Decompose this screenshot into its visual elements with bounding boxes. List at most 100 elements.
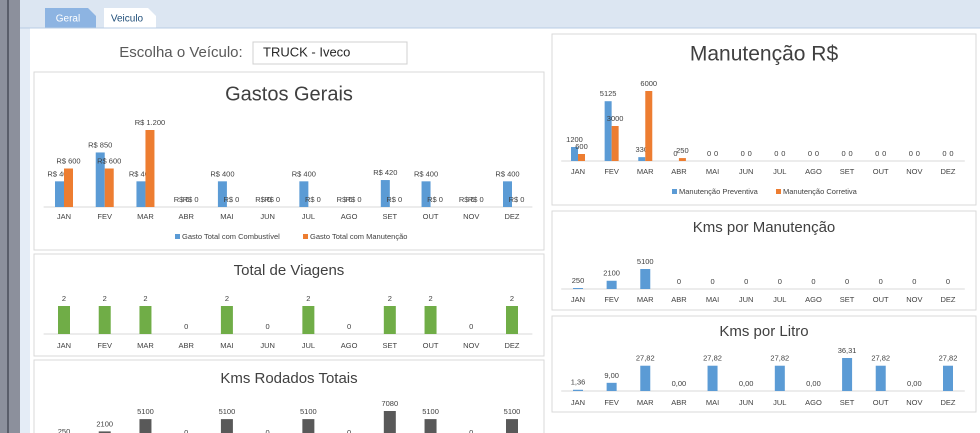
data-label: 0 (815, 149, 819, 158)
left-margin (20, 28, 30, 433)
selector-box[interactable] (252, 41, 408, 65)
data-label: 0 (942, 149, 946, 158)
x-tick-label: MAI (706, 295, 719, 304)
data-label: 2 (143, 294, 147, 303)
bar (220, 306, 233, 334)
data-label: 0 (469, 322, 473, 331)
x-tick-label: JUN (739, 167, 754, 176)
bar (98, 431, 111, 433)
chart-title: Gastos Gerais (225, 83, 353, 105)
data-label: 2 (428, 294, 432, 303)
data-label: 5100 (637, 257, 654, 266)
tab-label[interactable]: Veiculo (111, 14, 144, 25)
bar (64, 168, 73, 207)
x-tick-label: ABR (178, 212, 194, 221)
data-label: 0 (879, 277, 883, 286)
x-tick-label: FEV (97, 212, 112, 221)
data-label: R$ 0 (427, 195, 443, 204)
bar (606, 280, 617, 289)
x-tick-label: AGO (805, 295, 822, 304)
data-label: 0 (748, 149, 752, 158)
data-label: 250 (58, 427, 71, 433)
data-label: 0,00 (672, 379, 687, 388)
legend-label: Gasto Total com Manutenção (310, 232, 407, 241)
selector-value[interactable]: TRUCK - Iveco (263, 44, 350, 59)
x-tick-label: SET (840, 398, 855, 407)
data-label: R$ 400 (414, 169, 438, 178)
data-label: 0 (744, 277, 748, 286)
chart-title: Kms por Litro (719, 323, 808, 340)
panel (33, 359, 545, 433)
bar (136, 181, 146, 207)
x-tick-label: MAI (706, 167, 719, 176)
bar (645, 91, 653, 161)
bar (139, 306, 152, 334)
data-label: R$ 400 (129, 169, 153, 178)
bar (943, 365, 953, 391)
data-label: 0 (741, 149, 745, 158)
x-tick-label: DEZ (941, 295, 956, 304)
data-label: 27,82 (939, 354, 958, 363)
bar (145, 130, 155, 207)
data-label: 7080 (381, 399, 398, 408)
bar (578, 154, 585, 161)
data-label: 0 (808, 149, 812, 158)
x-tick-label: FEV (604, 167, 619, 176)
x-tick-label: NOV (463, 341, 479, 350)
panel (551, 33, 977, 206)
data-label: 27,82 (636, 354, 655, 363)
tab-label[interactable]: Geral (56, 14, 80, 25)
data-label: 5100 (137, 407, 154, 416)
bar (707, 365, 718, 391)
data-label: R$ 0 (509, 195, 525, 204)
legend-label: Manutenção Corretiva (783, 187, 858, 196)
legend-swatch (303, 234, 308, 239)
x-tick-label: OUT (873, 167, 889, 176)
panel (551, 315, 977, 413)
x-tick-label: JUL (773, 295, 786, 304)
x-tick-label: SET (840, 295, 855, 304)
data-label: 0 (673, 149, 677, 158)
data-label: 330 (636, 145, 649, 154)
data-label: 0 (184, 428, 188, 433)
data-label: 0 (707, 149, 711, 158)
panel (33, 253, 545, 357)
data-label: 2 (510, 294, 514, 303)
bar (95, 152, 105, 207)
chart-title: Kms Rodados Totais (220, 370, 357, 387)
x-tick-label: OUT (873, 398, 889, 407)
x-tick-label: NOV (906, 398, 922, 407)
tab-geral[interactable] (45, 8, 96, 28)
data-label: 0 (677, 277, 681, 286)
x-tick-label: OUT (873, 295, 889, 304)
data-label: R$ 400 (495, 169, 519, 178)
bar (424, 306, 437, 334)
data-label: 0 (774, 149, 778, 158)
x-tick-label: JUL (302, 212, 315, 221)
bar (104, 168, 114, 207)
x-tick-label: JUN (739, 295, 754, 304)
x-tick-label: SET (383, 212, 398, 221)
x-tick-label: JUL (302, 341, 315, 350)
data-label: 2 (62, 294, 66, 303)
bar (842, 358, 853, 391)
data-label: 2 (225, 294, 229, 303)
x-tick-label: MAR (637, 295, 654, 304)
x-tick-label: MAR (137, 341, 154, 350)
data-label: R$ 0 (255, 195, 271, 204)
x-tick-label: ABR (671, 398, 687, 407)
data-label: 250 (676, 146, 689, 155)
bar (606, 382, 617, 391)
tab-veiculo[interactable] (104, 8, 156, 28)
legend-swatch (776, 189, 781, 194)
bar (573, 389, 583, 391)
data-label: 27,82 (871, 354, 890, 363)
data-label: 0 (849, 149, 853, 158)
bar (638, 157, 646, 161)
data-label: R$ 0 (337, 195, 353, 204)
x-tick-label: FEV (604, 398, 619, 407)
x-tick-label: MAR (137, 212, 154, 221)
bar (302, 306, 315, 334)
data-label: 5100 (219, 407, 236, 416)
bar (503, 181, 512, 207)
